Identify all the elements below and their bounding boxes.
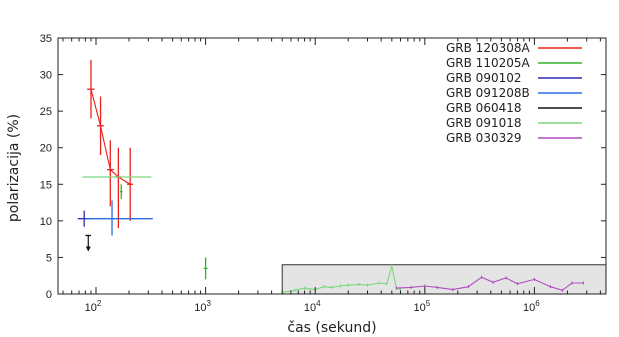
legend-label: GRB 091018 [446, 116, 522, 130]
x-tick-label: 102 [85, 299, 102, 314]
series-grb-060418 [85, 234, 91, 252]
series-grb-110205a [119, 184, 208, 280]
inset-box [281, 264, 607, 295]
x-tick-label: 106 [523, 299, 540, 314]
x-tick-label: 105 [413, 299, 430, 314]
axes: 0 5 10 15 20 25 30 35 102 103 104 105 106 [40, 33, 607, 314]
legend-label: GRB 030329 [446, 131, 522, 145]
x-tick-label: 103 [194, 299, 211, 314]
y-tick-label: 0 [46, 289, 52, 301]
series-grb-091208b [85, 200, 153, 236]
y-tick-label: 20 [40, 143, 52, 155]
y-tick-label: 25 [40, 106, 52, 118]
legend-label: GRB 090102 [446, 71, 522, 85]
x-tick-label: 104 [304, 299, 321, 314]
y-tick-label: 35 [40, 33, 52, 45]
y-axis-label: polarizacija (%) [6, 114, 22, 222]
plot-area [77, 59, 607, 295]
legend-label: GRB 091208B [446, 86, 530, 100]
x-axis-label: čas (sekund) [287, 320, 376, 336]
series-grb-120308a [87, 59, 134, 229]
plot-frame [57, 37, 607, 295]
legend-label: GRB 120308A [446, 41, 530, 55]
y-tick-label: 30 [40, 70, 52, 82]
series-grb-030329 [395, 275, 584, 292]
y-tick-label: 5 [46, 252, 52, 264]
y-tick-label: 15 [40, 179, 52, 191]
legend-label: GRB 110205A [446, 56, 530, 70]
legend-label: GRB 060418 [446, 101, 522, 115]
upper-limit-arrow [85, 246, 91, 252]
y-tick-label: 10 [40, 216, 52, 228]
